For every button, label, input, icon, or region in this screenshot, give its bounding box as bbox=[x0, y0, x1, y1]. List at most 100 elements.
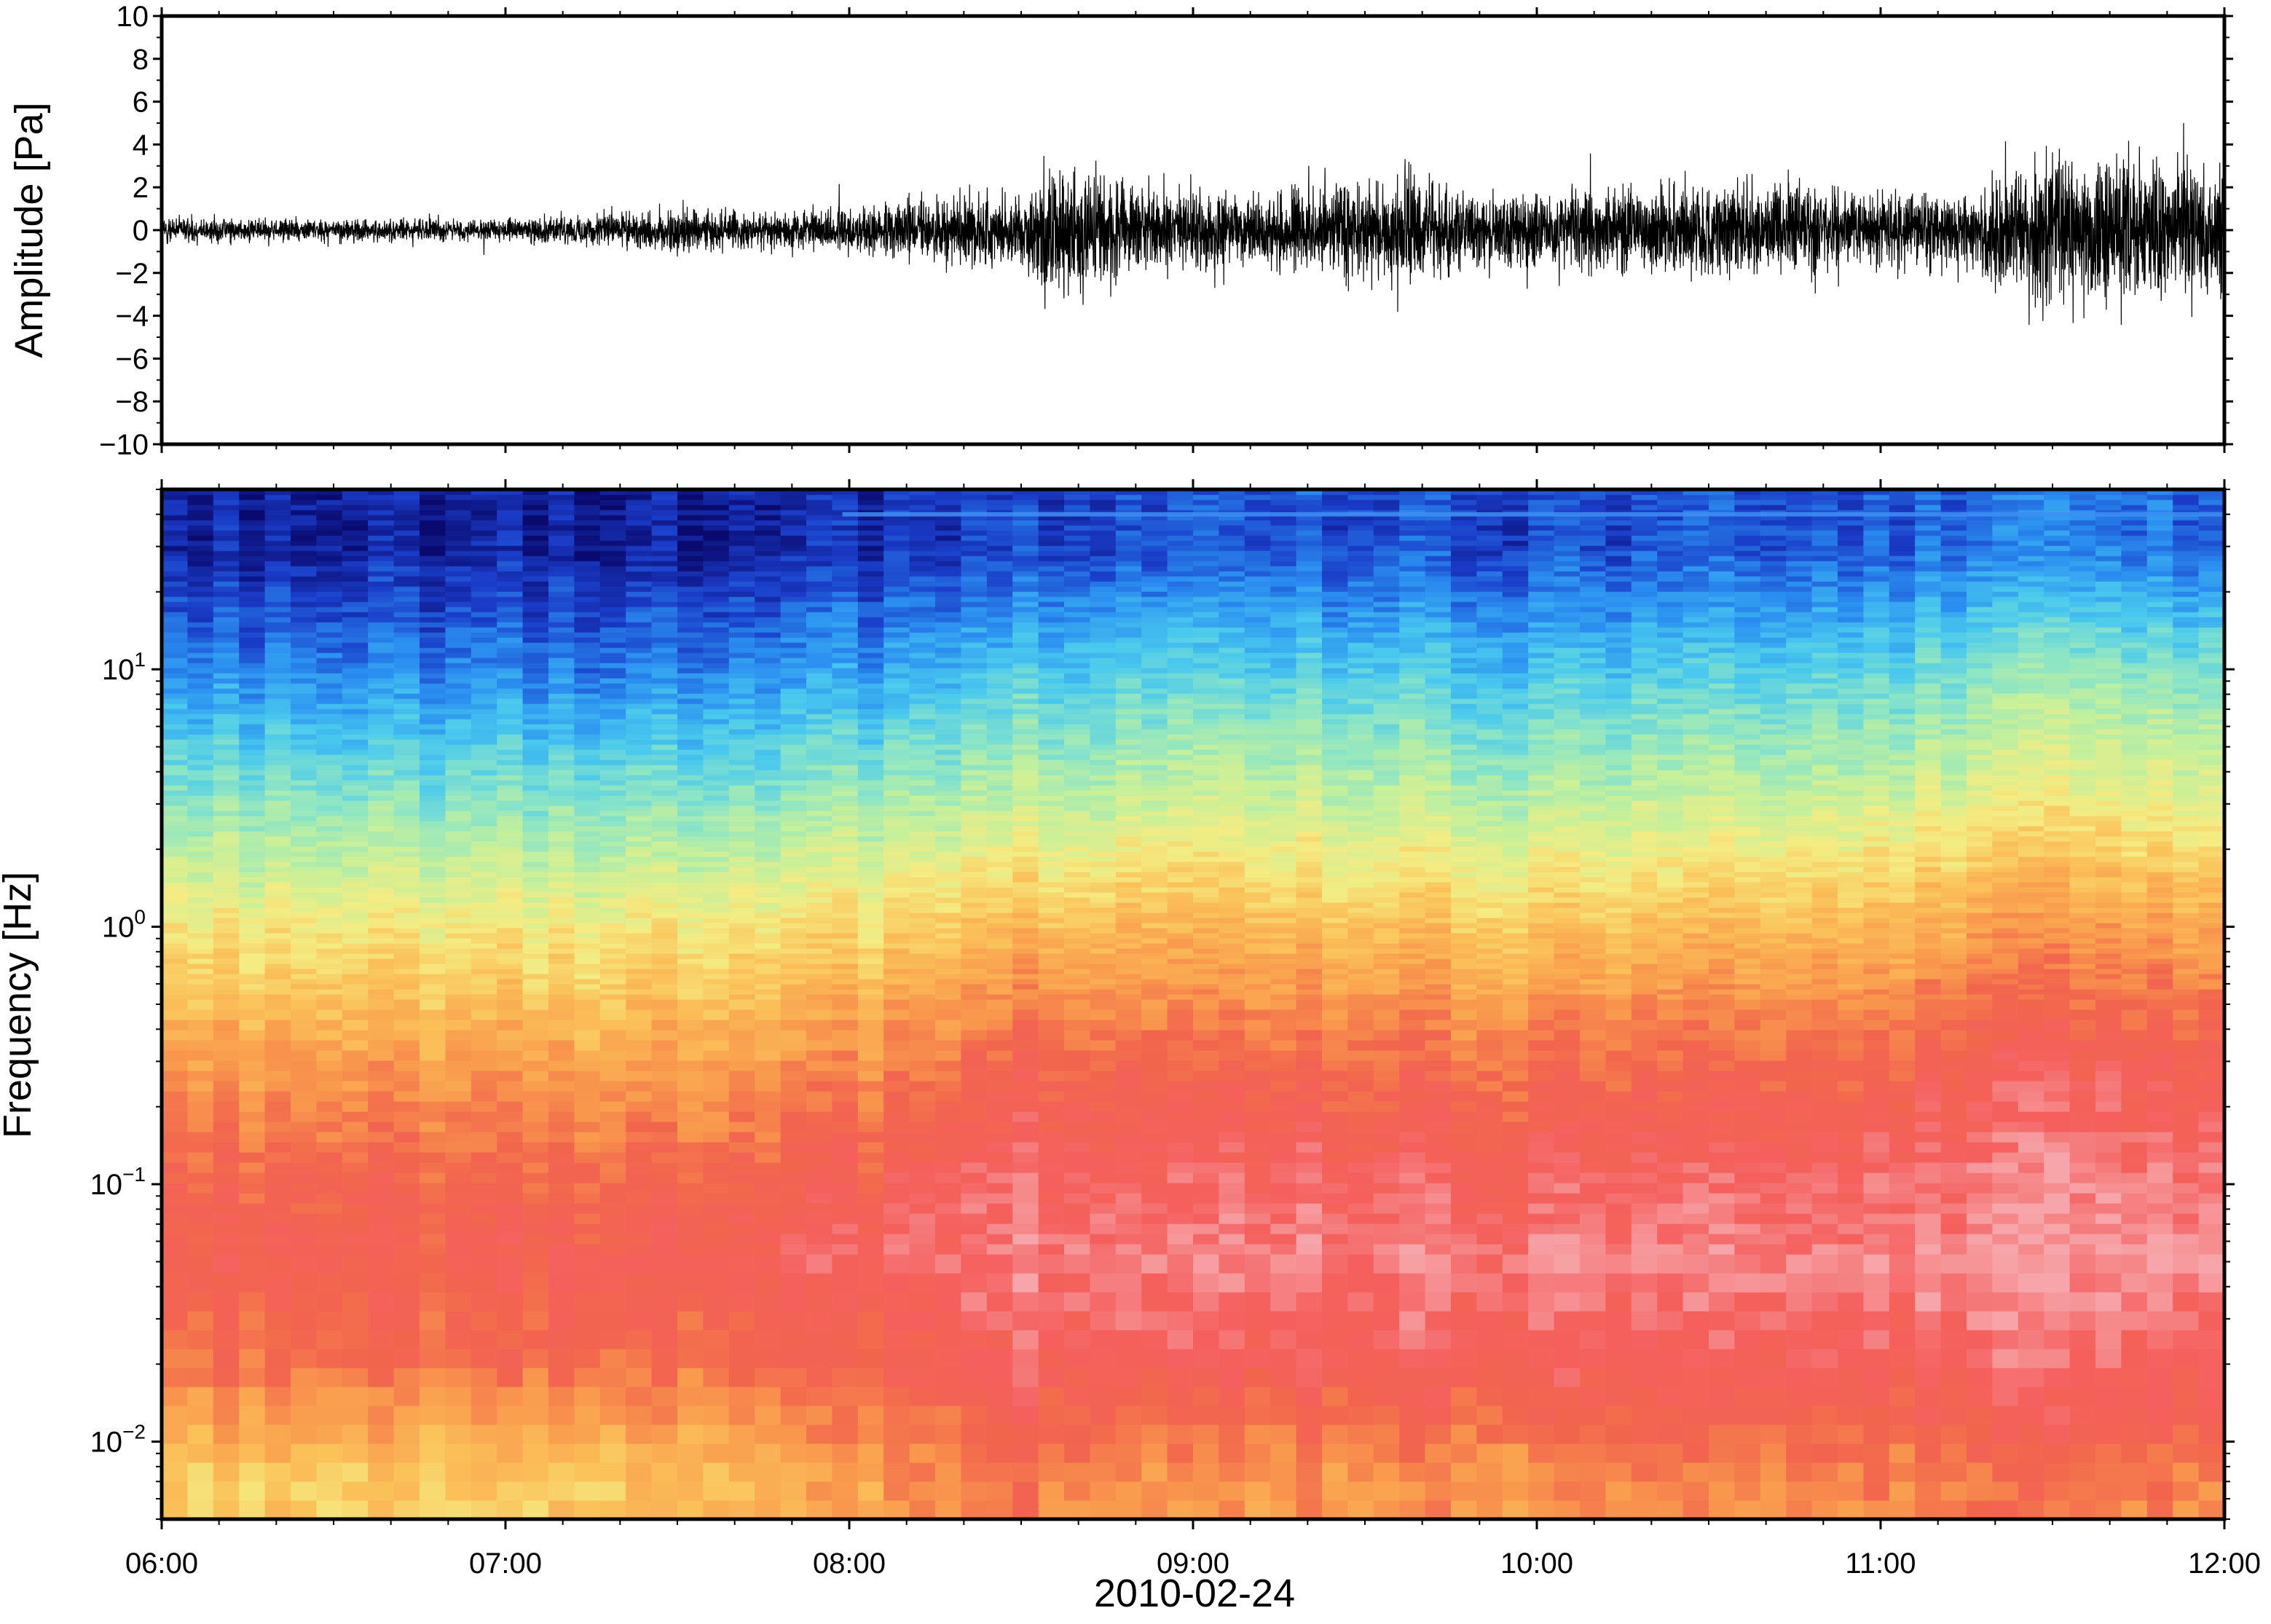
spectrogram-cell bbox=[599, 1406, 626, 1425]
spectrogram-cell bbox=[961, 703, 988, 709]
spectrogram-cell bbox=[471, 749, 497, 755]
spectrogram-cell bbox=[626, 1142, 653, 1153]
spectrogram-cell bbox=[806, 505, 833, 511]
spectrogram-cell bbox=[420, 1244, 446, 1255]
spectrogram-cell bbox=[599, 811, 626, 816]
spectrogram-cell bbox=[857, 1311, 884, 1331]
spectrogram-cell bbox=[626, 765, 653, 770]
spectrogram-cell bbox=[832, 551, 859, 556]
spectrogram-cell bbox=[522, 668, 549, 674]
spectrogram-cell bbox=[909, 1387, 936, 1406]
spectrogram-cell bbox=[213, 1183, 240, 1194]
spectrogram-cell bbox=[420, 1330, 446, 1349]
spectrogram-cell bbox=[342, 918, 369, 923]
spectrogram-cell bbox=[626, 647, 653, 653]
spectrogram-cell bbox=[961, 1330, 988, 1349]
spectrogram-cell bbox=[806, 1213, 833, 1224]
spectrogram-cell bbox=[1038, 795, 1065, 801]
spectrogram-cell bbox=[755, 561, 782, 567]
spectrogram-cell bbox=[291, 653, 318, 658]
spectrogram-cell bbox=[497, 928, 524, 934]
spectrogram-cell bbox=[264, 775, 291, 781]
spectrogram-cell bbox=[677, 943, 704, 949]
spectrogram-cell bbox=[1038, 805, 1065, 811]
spectrogram-cell bbox=[883, 826, 910, 832]
spectrogram-cell bbox=[909, 765, 936, 770]
spectrogram-cell bbox=[986, 933, 1013, 939]
spectrogram-cell bbox=[239, 907, 266, 913]
spectrogram-cell bbox=[316, 1081, 343, 1092]
spectrogram-cell bbox=[703, 658, 730, 663]
spectrogram-cell bbox=[986, 607, 1013, 612]
spectrogram-cell bbox=[187, 775, 214, 781]
spectrogram-cell bbox=[626, 923, 653, 929]
spectrogram-cell bbox=[626, 591, 653, 597]
spectrogram-cell bbox=[755, 602, 782, 607]
spectrogram-cell bbox=[162, 591, 189, 597]
spectrogram-cell bbox=[316, 1244, 343, 1255]
spectrogram-cell bbox=[909, 1193, 936, 1204]
spectrogram-cell bbox=[162, 867, 189, 872]
spectrogram-cell bbox=[651, 897, 678, 903]
spectrogram-cell bbox=[651, 1254, 678, 1274]
spectrogram-cell bbox=[832, 836, 859, 842]
spectrogram-cell bbox=[780, 556, 807, 561]
spectrogram-cell bbox=[651, 540, 678, 546]
spectrogram-cell bbox=[342, 989, 369, 995]
spectrogram-cell bbox=[522, 877, 549, 883]
spectrogram-cell bbox=[728, 693, 755, 699]
spectrogram-cell bbox=[1012, 1030, 1039, 1041]
spectrogram-cell bbox=[986, 928, 1013, 934]
spectrogram-cell bbox=[626, 948, 653, 954]
spectrogram-cell bbox=[1038, 1050, 1065, 1061]
spectrogram-cell bbox=[728, 999, 755, 1010]
spectrogram-cell bbox=[522, 1368, 549, 1387]
spectrogram-cell bbox=[677, 632, 704, 638]
spectrogram-cell bbox=[1012, 912, 1039, 918]
spectrogram-cell bbox=[342, 551, 369, 556]
spectrogram-cell bbox=[471, 907, 497, 913]
spectrogram-cell bbox=[264, 540, 291, 546]
spectrogram-cell bbox=[497, 1500, 524, 1519]
spectrogram-cell bbox=[213, 1009, 240, 1020]
spectrogram-cell bbox=[368, 586, 395, 592]
spectrogram-cell bbox=[342, 653, 369, 658]
spectrogram-cell bbox=[264, 918, 291, 923]
spectrogram-cell bbox=[342, 1368, 369, 1387]
spectrogram-cell bbox=[420, 500, 446, 505]
spectrogram-cell bbox=[187, 999, 214, 1010]
spectrogram-cell bbox=[187, 709, 214, 714]
spectrogram-cell bbox=[599, 510, 626, 516]
spectrogram-cell bbox=[986, 877, 1013, 883]
spectrogram-cell bbox=[574, 1071, 601, 1081]
spectrogram-cell bbox=[832, 963, 859, 969]
spectrogram-cell bbox=[342, 678, 369, 684]
spectrogram-cell bbox=[780, 663, 807, 669]
spectrogram-cell bbox=[883, 1424, 910, 1444]
spectrogram-cell bbox=[187, 545, 214, 551]
spectrogram-cell bbox=[832, 831, 859, 837]
spectrogram-cell bbox=[213, 1040, 240, 1051]
spectrogram-cell bbox=[548, 953, 575, 959]
spectrogram-cell bbox=[780, 729, 807, 735]
spectrogram-cell bbox=[342, 1152, 369, 1163]
spectrogram-cell bbox=[703, 938, 730, 944]
spectrogram-cell bbox=[909, 586, 936, 592]
spectrogram-cell bbox=[574, 974, 601, 979]
spectrogram-cell bbox=[393, 688, 420, 694]
spectrogram-cell bbox=[626, 739, 653, 745]
spectrogram-cell bbox=[1012, 811, 1039, 816]
spectrogram-cell bbox=[393, 826, 420, 832]
spectrogram-cell bbox=[626, 1330, 653, 1349]
spectrogram-cell bbox=[806, 576, 833, 582]
spectrogram-cell bbox=[909, 1244, 936, 1255]
spectrogram-cell bbox=[393, 520, 420, 526]
spectrogram-cell bbox=[471, 709, 497, 714]
spectrogram-cell bbox=[548, 647, 575, 653]
spectrogram-cell bbox=[316, 683, 343, 689]
spectrogram-cell bbox=[187, 1111, 214, 1122]
spectrogram-cell bbox=[986, 1111, 1013, 1122]
spectrogram-cell bbox=[445, 520, 472, 526]
spectrogram-cell bbox=[522, 826, 549, 832]
spectrogram-cell bbox=[832, 785, 859, 791]
